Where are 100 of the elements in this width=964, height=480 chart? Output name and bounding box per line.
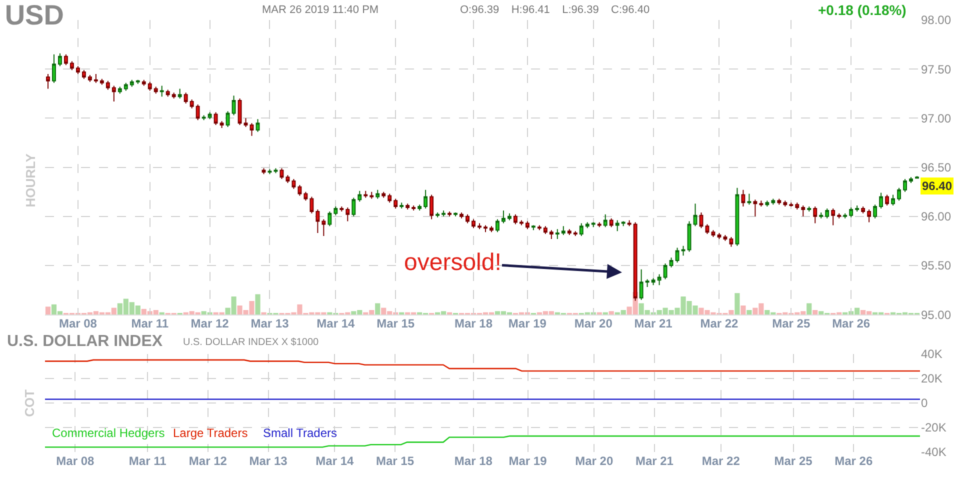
candlestick xyxy=(663,262,668,280)
candlestick xyxy=(304,191,308,202)
x-tick-label: Mar 13 xyxy=(249,454,288,468)
candlestick xyxy=(340,206,344,212)
candlestick xyxy=(316,208,320,234)
candlestick xyxy=(537,224,542,231)
candlestick xyxy=(873,204,878,219)
candlestick xyxy=(226,110,230,128)
candlestick xyxy=(897,187,901,202)
annotation: oversold! xyxy=(404,249,502,276)
candlestick xyxy=(771,198,776,206)
candlestick xyxy=(484,224,488,233)
x-tick-label: Mar 22 xyxy=(702,454,740,468)
candlestick xyxy=(903,178,907,192)
y-tick-label: 95.50 xyxy=(921,258,952,273)
candlestick xyxy=(124,82,128,92)
text: O:96.39 H:96.41 L:96.39 C:96.40 xyxy=(460,4,650,16)
candlestick xyxy=(130,79,134,88)
x-tick-label: Mar 20 xyxy=(574,316,613,331)
candlestick xyxy=(478,222,482,230)
candlestick xyxy=(711,230,716,238)
candlestick xyxy=(669,257,674,268)
y-tick-label: -20K xyxy=(921,420,946,435)
candlestick xyxy=(418,204,422,211)
candlestick xyxy=(543,226,548,235)
candlestick xyxy=(687,220,692,252)
candlestick xyxy=(334,206,338,216)
y-tick-label: 96.00 xyxy=(921,210,952,224)
text: +0.18 (0.18%) xyxy=(818,2,906,18)
candlestick xyxy=(885,194,890,206)
y-tick-label: 97.00 xyxy=(921,111,952,126)
candlestick xyxy=(442,210,446,217)
candlestick xyxy=(729,236,734,248)
candlestick xyxy=(172,92,176,100)
candlestick xyxy=(597,222,602,228)
candlestick xyxy=(783,200,788,208)
candlestick xyxy=(424,189,428,210)
bar xyxy=(261,312,266,315)
candlestick xyxy=(292,178,296,190)
candlestick xyxy=(801,205,806,217)
candlestick xyxy=(250,122,254,136)
y-tick-label: 0 xyxy=(921,396,928,410)
candlestick xyxy=(370,191,374,200)
candlestick xyxy=(112,85,116,102)
candlestick xyxy=(561,226,566,236)
candlestick xyxy=(573,230,578,236)
candlestick xyxy=(232,95,236,116)
x-tick-label: Mar 11 xyxy=(131,316,169,331)
candlestick xyxy=(525,220,530,230)
candlestick xyxy=(394,198,398,210)
candlestick xyxy=(190,99,194,109)
chart-title: U.S. DOLLAR INDEX xyxy=(7,333,163,350)
candlestick xyxy=(118,86,122,94)
candlestick xyxy=(502,210,506,224)
x-tick-label: Mar 20 xyxy=(575,454,614,468)
x-tick-label: Mar 14 xyxy=(316,454,354,468)
y-tick-label: 20K xyxy=(921,372,942,386)
chart-title: USD xyxy=(4,0,64,30)
candlestick xyxy=(400,202,404,210)
line-series xyxy=(45,359,920,372)
x-tick-label: Mar 21 xyxy=(635,454,674,468)
x-tick-label: Mar 13 xyxy=(250,316,290,331)
candlestick xyxy=(735,187,740,246)
candlestick xyxy=(262,168,266,175)
candlestick xyxy=(813,206,818,224)
candlestick xyxy=(807,206,812,212)
candlestick xyxy=(286,174,290,184)
x-tick-label: Mar 19 xyxy=(508,454,548,468)
candlestick xyxy=(244,118,248,128)
candlestick xyxy=(184,92,188,104)
candlestick xyxy=(376,189,380,200)
candlestick xyxy=(388,193,392,204)
candlestick xyxy=(460,212,464,219)
candlestick xyxy=(268,168,272,175)
candlestick xyxy=(364,190,368,198)
candlestick xyxy=(94,74,98,84)
candlestick xyxy=(531,224,536,231)
candlestick xyxy=(382,191,386,198)
candlestick xyxy=(765,200,770,208)
x-tick-label: Mar 26 xyxy=(834,454,873,468)
candlestick xyxy=(328,210,332,227)
candlestick xyxy=(52,54,56,84)
candlestick xyxy=(657,274,662,286)
bar xyxy=(608,311,614,315)
candlestick xyxy=(651,278,656,286)
bar xyxy=(255,294,260,315)
candlestick xyxy=(645,278,650,288)
candlestick xyxy=(861,206,866,214)
candlestick xyxy=(88,74,92,82)
candlestick xyxy=(909,176,913,184)
candlestick xyxy=(322,218,326,236)
candlestick xyxy=(82,70,86,80)
candlestick xyxy=(681,245,686,256)
candlestick xyxy=(591,222,596,228)
candlestick xyxy=(777,198,782,206)
candlestick xyxy=(867,208,872,223)
y-tick-label: 96.50 xyxy=(921,160,952,174)
y-tick-label: 40K xyxy=(921,347,942,362)
candlestick xyxy=(879,192,884,210)
candlestick xyxy=(238,98,242,126)
